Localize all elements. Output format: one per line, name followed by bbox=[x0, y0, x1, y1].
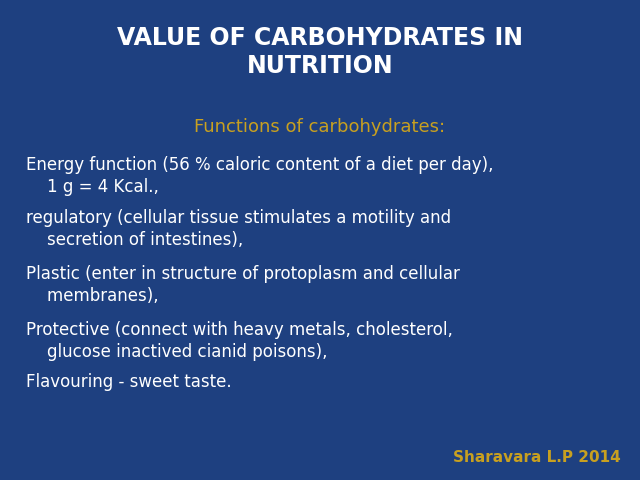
Text: Flavouring - sweet taste.: Flavouring - sweet taste. bbox=[26, 373, 231, 392]
Text: Energy function (56 % caloric content of a diet per day),
    1 g = 4 Kcal.,: Energy function (56 % caloric content of… bbox=[26, 156, 493, 196]
Text: VALUE OF CARBOHYDRATES IN
NUTRITION: VALUE OF CARBOHYDRATES IN NUTRITION bbox=[117, 26, 523, 78]
Text: Functions of carbohydrates:: Functions of carbohydrates: bbox=[195, 118, 445, 136]
Text: Plastic (enter in structure of protoplasm and cellular
    membranes),: Plastic (enter in structure of protoplas… bbox=[26, 265, 460, 305]
Text: regulatory (cellular tissue stimulates a motility and
    secretion of intestine: regulatory (cellular tissue stimulates a… bbox=[26, 209, 451, 249]
Text: Protective (connect with heavy metals, cholesterol,
    glucose inactived cianid: Protective (connect with heavy metals, c… bbox=[26, 321, 452, 361]
Text: Sharavara L.P 2014: Sharavara L.P 2014 bbox=[453, 450, 621, 465]
